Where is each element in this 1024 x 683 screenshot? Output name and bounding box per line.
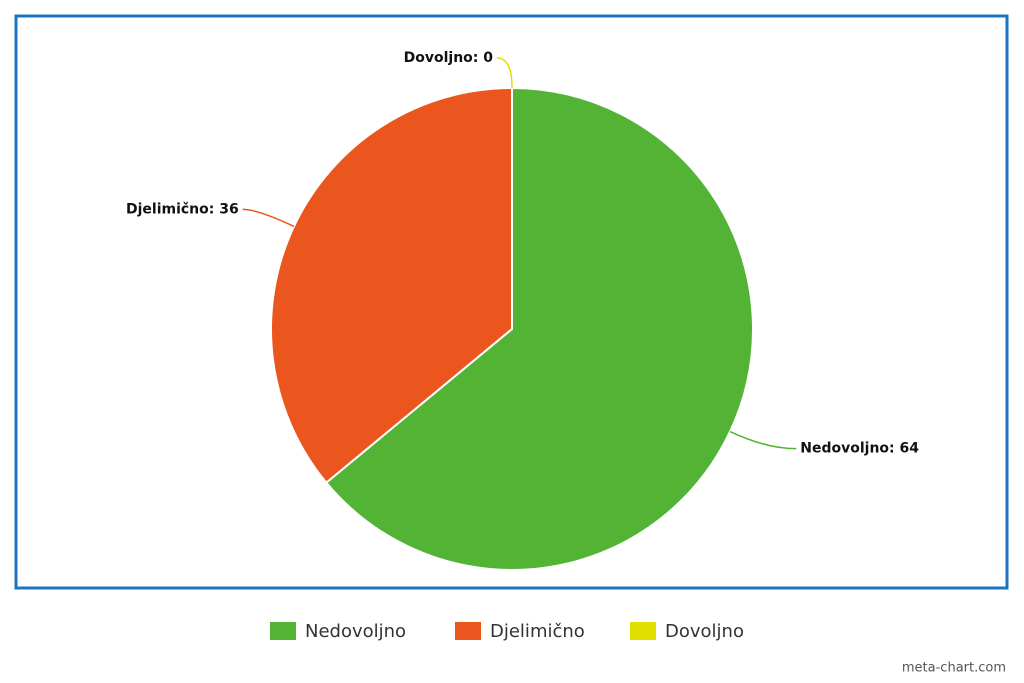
pie-slice [270,86,513,485]
data-label: Djelimično: 36 [126,201,239,217]
legend-label: Nedovoljno [305,621,406,642]
pie-slice [324,86,754,571]
legend-swatch [270,622,296,640]
credit: meta-chart.com [902,661,1006,676]
leader-line [242,208,295,228]
data-label: Dovoljno: 0 [404,50,494,66]
legend-swatch [455,622,481,640]
leader-line [729,430,797,450]
legend-swatch [630,622,656,640]
legend-label: Dovoljno [665,621,744,642]
leader-line [496,57,513,89]
data-label: Nedovoljno: 64 [800,441,919,457]
legend-label: Djelimično [490,621,585,642]
